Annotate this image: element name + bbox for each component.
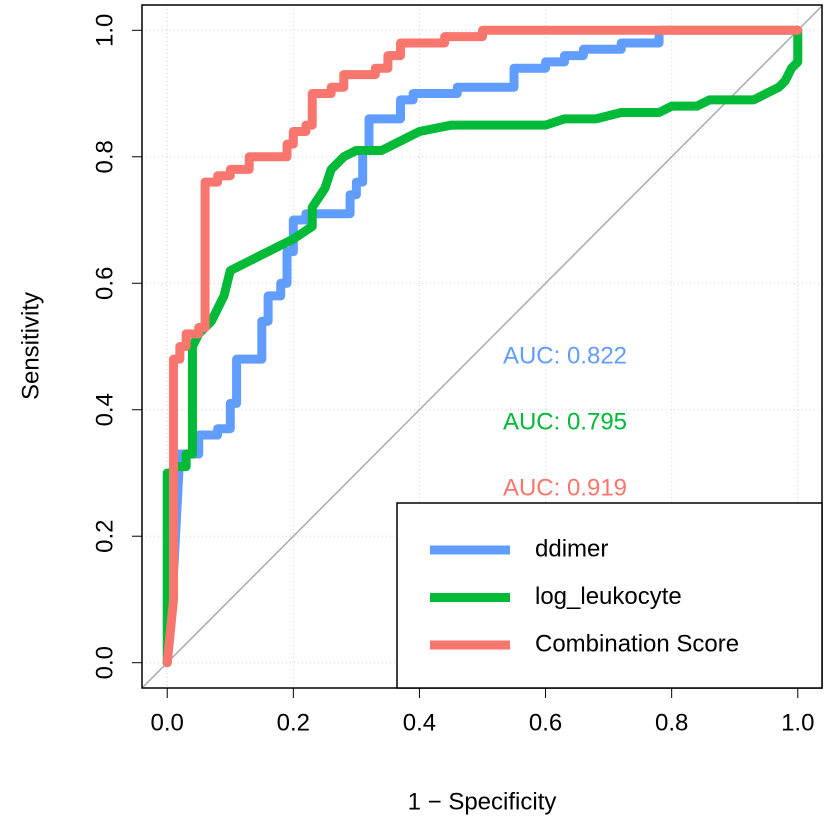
y-tick-label: 0.4 bbox=[91, 393, 118, 426]
x-tick-label: 1.0 bbox=[781, 709, 814, 736]
reference-line bbox=[141, 4, 824, 689]
auc-annotation: AUC: 0.822 bbox=[503, 342, 627, 369]
legend-label: ddimer bbox=[535, 535, 608, 562]
y-tick-label: 0.8 bbox=[91, 140, 118, 173]
y-tick-label: 0.6 bbox=[91, 267, 118, 300]
x-axis-label: 1 − Specificity bbox=[408, 788, 557, 815]
auc-annotation: AUC: 0.795 bbox=[503, 408, 627, 435]
x-tick-label: 0.0 bbox=[151, 709, 184, 736]
roc-curve bbox=[162, 25, 803, 668]
x-tick-label: 0.8 bbox=[655, 709, 688, 736]
x-tick-label: 0.6 bbox=[529, 709, 562, 736]
roc-curve bbox=[162, 25, 803, 668]
roc-curve bbox=[162, 25, 803, 668]
legend-label: Combination Score bbox=[535, 630, 739, 657]
x-tick-label: 0.2 bbox=[277, 709, 310, 736]
auc-annotation: AUC: 0.919 bbox=[503, 474, 627, 501]
y-axis-label: Sensitivity bbox=[17, 292, 44, 400]
y-tick-label: 0.2 bbox=[91, 520, 118, 553]
y-tick-label: 1.0 bbox=[91, 14, 118, 47]
x-tick-label: 0.4 bbox=[403, 709, 436, 736]
y-tick-label: 0.0 bbox=[91, 646, 118, 679]
legend-label: log_leukocyte bbox=[535, 583, 682, 610]
